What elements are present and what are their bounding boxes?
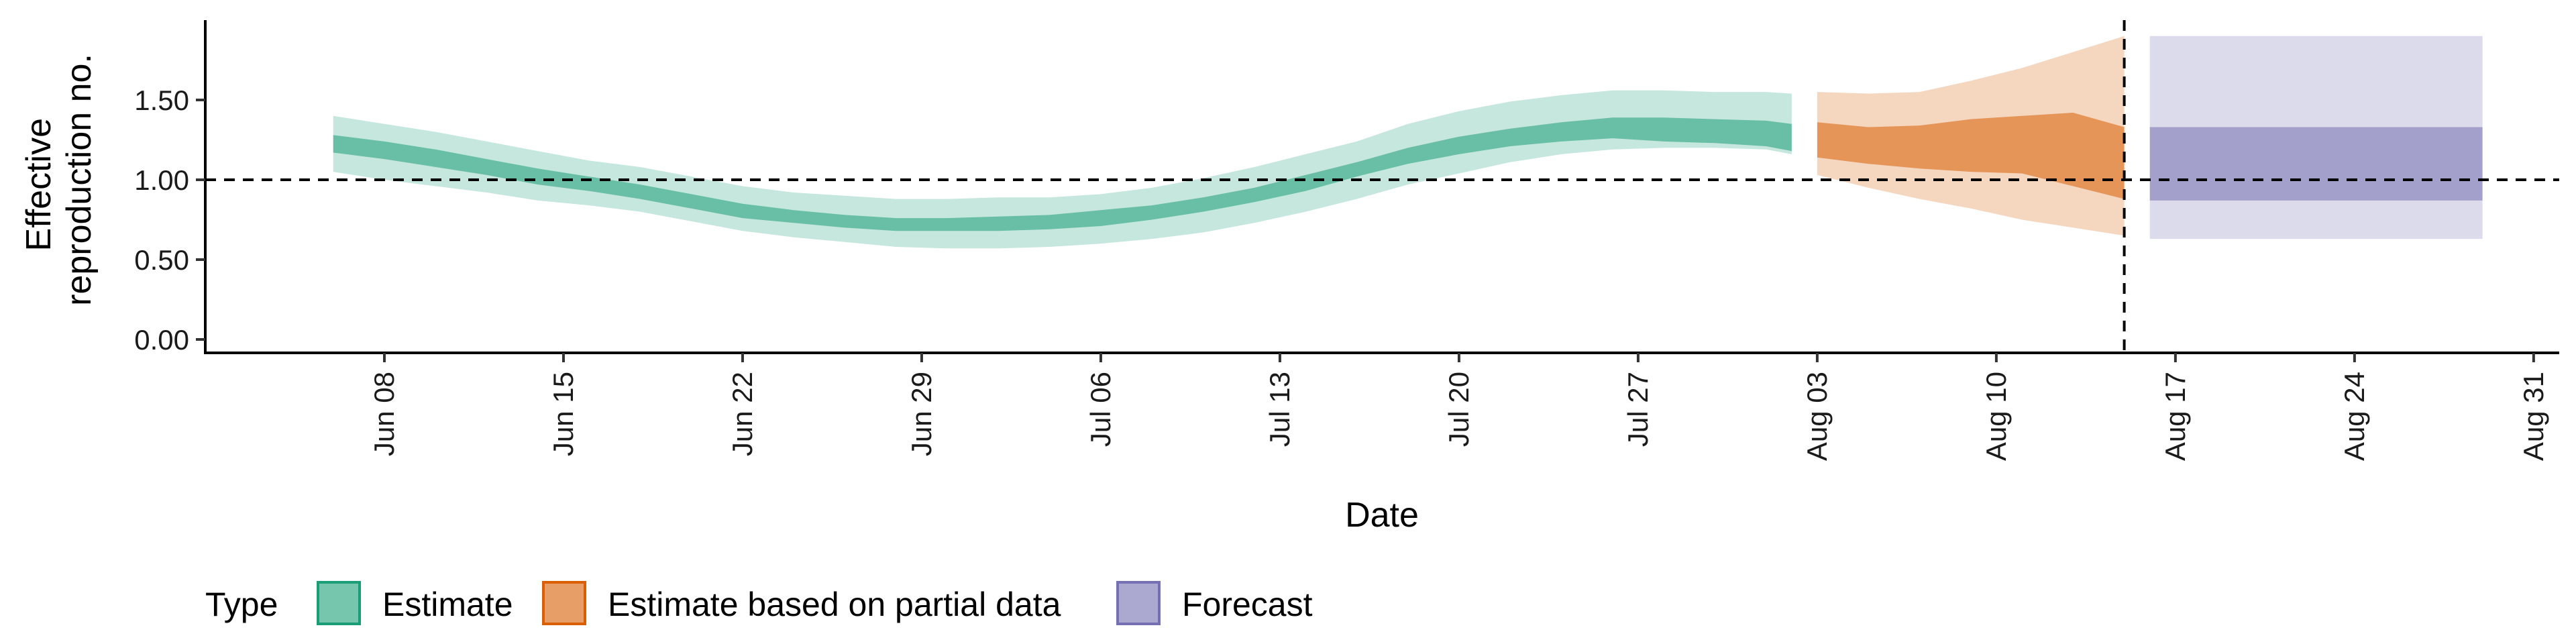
x-tick-label: Aug 10 xyxy=(1980,372,2012,461)
x-tick-label: Jun 08 xyxy=(368,372,400,456)
y-tick-label: 1.00 xyxy=(134,164,189,196)
x-axis-title: Date xyxy=(1345,496,1419,535)
y-axis-title-line-1: Effective xyxy=(19,118,58,251)
reference-lines xyxy=(205,20,2559,353)
x-tick-label: Aug 24 xyxy=(2339,372,2370,461)
legend-key-partial xyxy=(542,581,586,625)
y-ticks: 0.00 0.50 1.00 1.50 xyxy=(134,85,205,356)
x-tick-label: Jul 06 xyxy=(1085,372,1116,447)
x-tick-label: Jun 15 xyxy=(547,372,579,456)
legend-title: Type xyxy=(205,586,278,623)
y-tick-label: 0.00 xyxy=(134,324,189,356)
y-tick-label: 0.50 xyxy=(134,244,189,276)
x-ticks: Jun 08 Jun 15 Jun 22 Jun 29 Jul 06 Jul 13 Jul … xyxy=(368,353,2549,461)
legend-label-forecast: Forecast xyxy=(1182,586,1313,623)
x-tick-label: Jun 22 xyxy=(727,372,758,456)
ribbon-layer xyxy=(333,36,2483,249)
x-tick-label: Jul 13 xyxy=(1264,372,1295,447)
y-axis-title-line-2: reproduction no. xyxy=(60,54,99,306)
forecast-inner-band xyxy=(2149,127,2483,201)
estimate-inner-band xyxy=(333,117,1792,231)
y-tick-label: 1.50 xyxy=(134,85,189,116)
legend-key-estimate xyxy=(317,581,361,625)
axes xyxy=(204,20,2559,354)
x-tick-label: Jun 29 xyxy=(906,372,937,456)
estimate-based-on-partial-data-inner-band xyxy=(1817,113,2125,199)
legend-label-estimate: Estimate xyxy=(382,586,513,623)
x-tick-label: Jul 20 xyxy=(1443,372,1474,447)
x-tick-label: Aug 03 xyxy=(1801,372,1833,461)
legend-key-forecast xyxy=(1116,581,1161,625)
x-tick-label: Jul 27 xyxy=(1622,372,1654,447)
legend-label-partial: Estimate based on partial data xyxy=(608,586,1061,623)
y-axis-title: Effective reproduction no. xyxy=(19,54,99,306)
x-tick-label: Aug 31 xyxy=(2518,372,2549,461)
x-tick-label: Aug 17 xyxy=(2159,372,2191,461)
legend: Type Estimate Estimate based on partial … xyxy=(205,581,1313,625)
